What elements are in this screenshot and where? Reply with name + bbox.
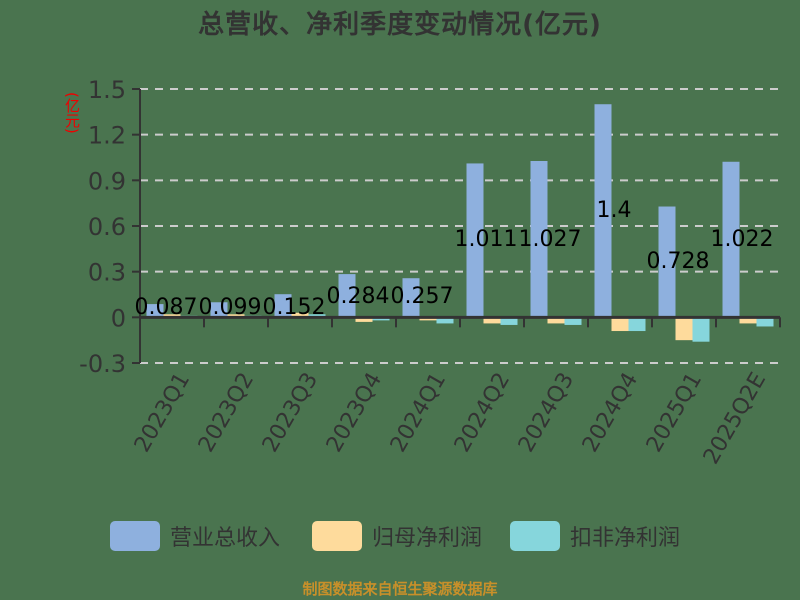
x-tick-label: 2024Q1 bbox=[386, 369, 451, 457]
bar[interactable] bbox=[466, 163, 484, 318]
bar[interactable] bbox=[500, 317, 518, 325]
bar[interactable] bbox=[756, 317, 774, 327]
bar[interactable] bbox=[547, 317, 565, 324]
data-label: 1.027 bbox=[519, 227, 582, 252]
y-tick-label: -0.3 bbox=[79, 350, 126, 378]
bar[interactable] bbox=[722, 161, 740, 318]
y-axis-unit-label: (亿元) bbox=[63, 92, 81, 134]
legend-label-revenue: 营业总收入 bbox=[170, 526, 281, 551]
x-tick-label: 2025Q1 bbox=[642, 369, 707, 457]
legend-swatch-revenue bbox=[110, 521, 160, 551]
bar[interactable] bbox=[419, 317, 437, 321]
x-tick-label: 2023Q4 bbox=[322, 369, 387, 457]
data-label: 1.022 bbox=[711, 227, 774, 252]
bar[interactable] bbox=[210, 302, 228, 318]
y-tick-label: 0.3 bbox=[88, 259, 126, 287]
bar[interactable] bbox=[594, 104, 612, 318]
bar[interactable] bbox=[163, 314, 181, 318]
bar-chart: -0.300.30.60.91.21.52023Q12023Q22023Q320… bbox=[79, 76, 781, 469]
bar[interactable] bbox=[564, 317, 582, 325]
chart-title: 总营收、净利季度变动情况(亿元) bbox=[198, 10, 602, 40]
bar[interactable] bbox=[291, 312, 309, 318]
legend-label-deducted-profit: 扣非净利润 bbox=[570, 526, 681, 551]
data-label: 0.099 bbox=[199, 295, 262, 320]
y-tick-label: 0 bbox=[111, 304, 126, 332]
y-tick-label: 0.9 bbox=[88, 167, 126, 195]
bar[interactable] bbox=[274, 294, 292, 318]
bar[interactable] bbox=[338, 274, 356, 318]
bar[interactable] bbox=[739, 317, 757, 324]
x-tick-label: 2023Q2 bbox=[194, 369, 259, 457]
bar[interactable] bbox=[611, 317, 629, 332]
x-tick-label: 2024Q3 bbox=[514, 369, 579, 457]
legend: 营业总收入 归母净利润 扣非净利润 bbox=[0, 520, 800, 554]
legend-label-net-profit: 归母净利润 bbox=[372, 526, 483, 551]
data-label: 0.284 bbox=[327, 284, 390, 309]
y-tick-label: 1.5 bbox=[88, 76, 126, 104]
legend-item-deducted-profit[interactable]: 扣非净利润 bbox=[510, 520, 680, 552]
bar[interactable] bbox=[692, 317, 710, 342]
x-tick-label: 2023Q3 bbox=[258, 369, 323, 457]
data-label: 0.087 bbox=[135, 295, 198, 320]
x-tick-label: 2025Q2E bbox=[699, 369, 771, 469]
bar[interactable] bbox=[355, 317, 373, 322]
legend-item-net-profit[interactable]: 归母净利润 bbox=[312, 520, 482, 552]
data-label: 0.257 bbox=[391, 284, 454, 309]
bar[interactable] bbox=[675, 317, 693, 341]
bar[interactable] bbox=[436, 317, 454, 324]
bar[interactable] bbox=[628, 317, 646, 332]
data-label: 0.728 bbox=[647, 249, 710, 274]
legend-swatch-deducted-profit bbox=[510, 521, 560, 551]
bar[interactable] bbox=[227, 314, 245, 318]
y-tick-label: 0.6 bbox=[88, 213, 126, 241]
data-label: 0.152 bbox=[263, 295, 326, 320]
bar[interactable] bbox=[146, 304, 164, 318]
x-tick-label: 2023Q1 bbox=[130, 369, 195, 457]
data-label: 1.011 bbox=[455, 227, 518, 252]
bar[interactable] bbox=[372, 317, 390, 321]
legend-swatch-net-profit bbox=[312, 521, 362, 551]
bar[interactable] bbox=[402, 278, 420, 318]
y-tick-label: 1.2 bbox=[88, 122, 126, 150]
x-tick-label: 2024Q2 bbox=[450, 369, 515, 457]
bar[interactable] bbox=[658, 206, 676, 318]
bar[interactable] bbox=[530, 161, 548, 318]
legend-item-revenue[interactable]: 营业总收入 bbox=[110, 520, 280, 552]
source-note: 制图数据来自恒生聚源数据库 bbox=[302, 580, 498, 598]
bar[interactable] bbox=[308, 314, 326, 318]
bar[interactable] bbox=[483, 317, 501, 324]
x-tick-label: 2024Q4 bbox=[578, 369, 643, 457]
data-label: 1.4 bbox=[597, 198, 632, 223]
